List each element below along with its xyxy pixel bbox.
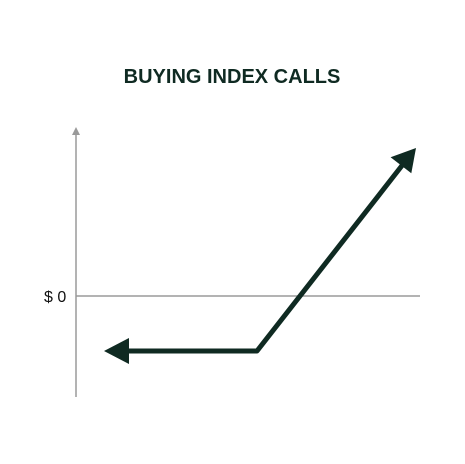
payoff-right-arrow-icon xyxy=(390,148,416,174)
payoff-left-arrow-icon xyxy=(104,338,129,364)
diagram-title: BUYING INDEX CALLS xyxy=(124,66,341,88)
zero-label: $ 0 xyxy=(44,289,66,306)
y-axis-arrow-icon xyxy=(72,127,80,135)
payoff-line xyxy=(121,160,407,354)
